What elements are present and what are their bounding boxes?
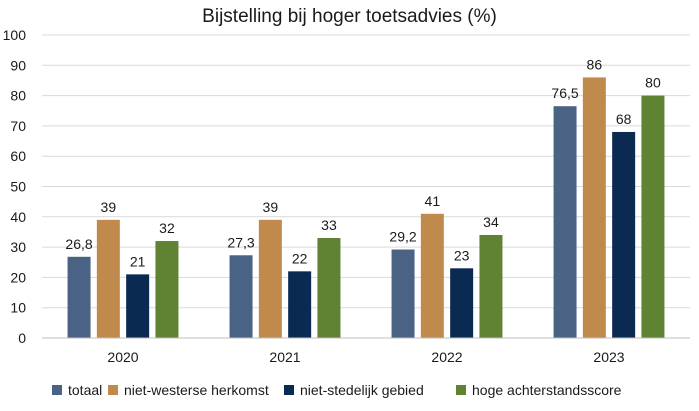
x-category-label: 2023 (593, 349, 624, 365)
bar (288, 271, 312, 338)
legend-label: niet-stedelijk gebied (300, 382, 424, 398)
data-label: 27,3 (227, 234, 254, 250)
bars (67, 77, 665, 339)
data-label: 76,5 (551, 85, 578, 101)
y-axis-ticks: 0 10 20 30 40 50 60 70 80 90 100 (3, 27, 27, 346)
y-tick-label: 70 (10, 118, 26, 134)
data-label: 26,8 (65, 236, 92, 252)
data-label: 29,2 (389, 229, 416, 245)
y-tick-label: 80 (10, 88, 26, 104)
legend-label: totaal (68, 382, 102, 398)
x-category-label: 2021 (269, 349, 300, 365)
bar (612, 131, 636, 338)
x-category-label: 2022 (431, 349, 462, 365)
data-label: 33 (321, 217, 337, 233)
data-label: 80 (645, 75, 661, 91)
data-label: 86 (587, 56, 603, 72)
bar (229, 255, 253, 338)
y-tick-label: 50 (10, 179, 26, 195)
chart-title: Bijstelling bij hoger toetsadvies (%) (202, 6, 497, 27)
legend-label: niet-westerse herkomst (124, 382, 269, 398)
bar (391, 249, 415, 338)
bar (582, 77, 606, 339)
bar (96, 219, 120, 338)
bar (553, 106, 577, 338)
bar (641, 95, 665, 338)
y-tick-label: 0 (18, 330, 26, 346)
y-tick-label: 90 (10, 57, 26, 73)
bar (67, 256, 91, 338)
y-tick-label: 20 (10, 269, 26, 285)
bar (317, 238, 341, 338)
data-label: 32 (159, 220, 175, 236)
data-label: 41 (425, 193, 441, 209)
data-label: 39 (101, 199, 117, 215)
data-label: 34 (483, 214, 499, 230)
legend-swatch (52, 385, 62, 395)
legend-swatch (284, 385, 294, 395)
y-tick-label: 10 (10, 300, 26, 316)
x-axis-categories: 2020 2021 2022 2023 (107, 349, 624, 365)
x-category-label: 2020 (107, 349, 138, 365)
data-label: 21 (130, 253, 146, 269)
y-tick-label: 30 (10, 239, 26, 255)
gridlines (42, 34, 690, 309)
data-labels: 26,8 39 21 32 27,3 39 22 33 29,2 41 23 34 76,5 86 68 80 (65, 56, 661, 269)
legend: totaal niet-westerse herkomst niet-stedeli… (52, 382, 622, 398)
bar (126, 274, 150, 338)
data-label: 68 (616, 111, 632, 127)
legend-label: hoge achterstandsscore (472, 382, 622, 398)
data-label: 23 (454, 247, 470, 263)
data-label: 22 (292, 250, 308, 266)
bar (420, 213, 444, 338)
bar (450, 268, 474, 338)
y-tick-label: 40 (10, 209, 26, 225)
y-tick-label: 60 (10, 148, 26, 164)
bar (258, 219, 282, 338)
legend-swatch (456, 385, 466, 395)
bar (155, 241, 179, 338)
data-label: 39 (263, 199, 279, 215)
bar (479, 234, 503, 338)
legend-swatch (108, 385, 118, 395)
y-tick-label: 100 (3, 27, 27, 43)
